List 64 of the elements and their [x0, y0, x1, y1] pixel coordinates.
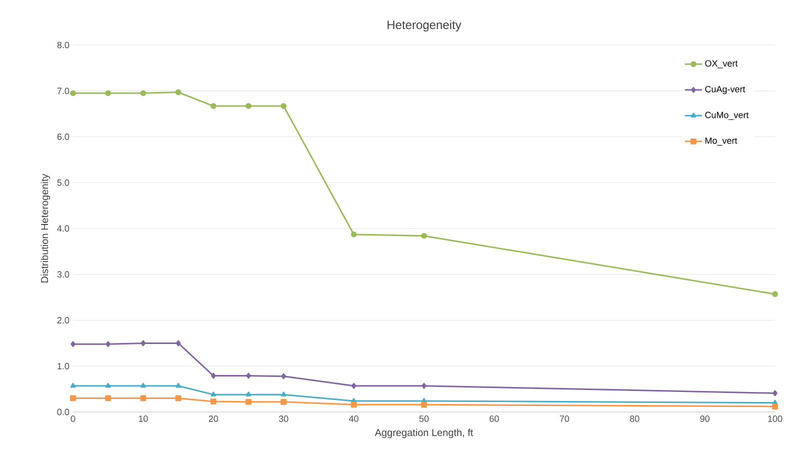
y-tick-label: 2.0 — [57, 317, 70, 324]
legend-label: Mo_vert — [705, 138, 738, 146]
point — [280, 398, 287, 405]
point — [350, 402, 357, 408]
point — [176, 340, 181, 346]
point — [280, 103, 287, 109]
y-tick-label: 5.0 — [57, 179, 70, 186]
point — [772, 390, 778, 396]
x-tick-label: 0 — [70, 416, 76, 422]
x-tick-label: 80 — [630, 416, 640, 422]
point — [350, 232, 357, 238]
y-tick-label: 7.0 — [57, 88, 70, 94]
x-tick-label: 100 — [768, 416, 782, 422]
legend-label: OX_vert — [705, 60, 738, 68]
point — [70, 341, 76, 348]
x-tick-label: 30 — [278, 416, 288, 422]
point — [211, 372, 216, 379]
point — [140, 340, 146, 346]
x-tick-label: 20 — [208, 416, 218, 422]
x-tick-label: 50 — [419, 416, 429, 422]
point — [246, 372, 251, 379]
point — [105, 395, 112, 402]
x-tick-label: 70 — [560, 416, 570, 422]
y-tick-label: 3.0 — [57, 271, 70, 278]
x-tick-label: 10 — [138, 416, 148, 422]
point — [281, 373, 286, 380]
point — [175, 395, 182, 402]
point — [246, 398, 252, 405]
point — [70, 382, 76, 388]
point — [421, 232, 427, 239]
point — [421, 402, 427, 408]
x-tick-label: 60 — [490, 416, 499, 422]
point — [105, 382, 111, 388]
point — [246, 392, 252, 396]
x-tick-label: 40 — [349, 416, 358, 422]
y-tick-label: 8.0 — [57, 42, 70, 48]
y-tick-label: 6.0 — [57, 134, 70, 140]
point — [176, 382, 181, 388]
point — [210, 392, 216, 396]
point — [105, 90, 112, 96]
legend-label: CuAg-vert — [705, 86, 746, 94]
legend-label: CuMo_vert — [705, 112, 749, 120]
point — [422, 382, 426, 389]
point — [351, 382, 356, 389]
x-tick-label: 90 — [700, 416, 710, 422]
y-tick-label: 0.0 — [57, 408, 70, 416]
chart-title: Heterogeneity — [388, 20, 462, 32]
point — [140, 90, 146, 96]
point — [175, 89, 182, 96]
y-tick-label: 1.0 — [58, 362, 70, 370]
point — [210, 103, 216, 109]
point — [106, 341, 110, 348]
point — [210, 398, 216, 404]
y-axis-title: Distribution Heterogenity — [40, 174, 50, 282]
point — [140, 382, 146, 388]
point — [70, 395, 76, 402]
y-tick-label: 4.0 — [57, 225, 70, 232]
point — [280, 392, 286, 396]
x-axis-title: Aggregation Length, ft — [374, 428, 474, 438]
point — [140, 395, 146, 402]
point — [772, 291, 778, 298]
point — [772, 404, 778, 410]
point — [70, 90, 76, 96]
point — [246, 103, 252, 109]
